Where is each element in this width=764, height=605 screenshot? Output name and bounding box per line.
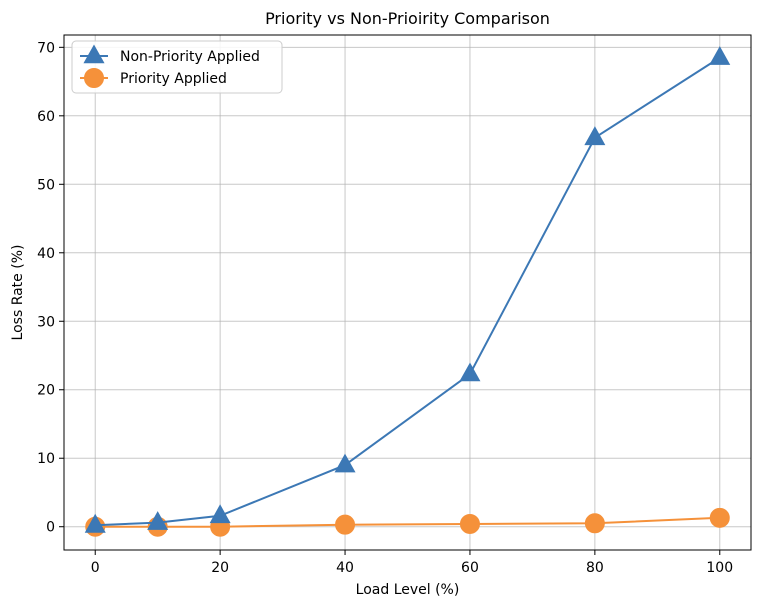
x-axis: 0 20 40 60 80 100	[91, 550, 733, 576]
legend-label: Non-Priority Applied	[120, 49, 260, 65]
y-tick-label: 0	[46, 520, 55, 536]
y-axis: 0 10 20 30 40 50 60 70	[37, 40, 64, 536]
circle-marker	[335, 514, 356, 535]
legend-box	[71, 40, 283, 94]
y-axis-label: Loss Rate (%)	[10, 245, 26, 341]
series-layer	[84, 46, 731, 537]
y-tick-label: 50	[37, 177, 55, 193]
x-axis-label: Load Level (%)	[356, 582, 460, 598]
grid	[64, 35, 751, 550]
y-tick-label: 10	[37, 451, 55, 467]
legend-triangle-icon	[83, 44, 105, 64]
x-tick-label: 20	[211, 560, 229, 576]
triangle-marker	[334, 453, 356, 473]
x-tick-label: 100	[706, 560, 733, 576]
series-line	[95, 56, 721, 527]
y-tick-label: 30	[37, 314, 55, 330]
legend-circle-icon	[84, 68, 104, 88]
plot-frame	[63, 34, 752, 551]
y-tick-label: 60	[37, 109, 55, 125]
x-tick-label: 80	[586, 560, 604, 576]
x-tick-label: 60	[461, 560, 479, 576]
y-tick-label: 40	[37, 246, 55, 262]
chart-title: Priority vs Non-Prioirity Comparison	[265, 9, 550, 28]
y-tick-label: 70	[37, 40, 55, 56]
circle-marker	[459, 513, 480, 534]
triangle-marker	[584, 126, 606, 146]
y-tick-label: 20	[37, 383, 55, 399]
series-priority-applied	[85, 507, 730, 537]
circle-marker	[584, 513, 605, 534]
legend: Non-Priority Applied Priority Applied	[71, 40, 283, 94]
triangle-marker	[209, 504, 231, 524]
triangle-marker	[459, 362, 481, 382]
circle-marker	[709, 507, 730, 528]
legend-label: Priority Applied	[120, 71, 227, 87]
x-tick-label: 0	[91, 560, 100, 576]
triangle-marker	[84, 513, 106, 533]
triangle-marker	[147, 511, 169, 530]
series-non-priority-applied	[84, 46, 731, 533]
triangle-marker	[709, 46, 731, 65]
x-tick-label: 40	[336, 560, 354, 576]
